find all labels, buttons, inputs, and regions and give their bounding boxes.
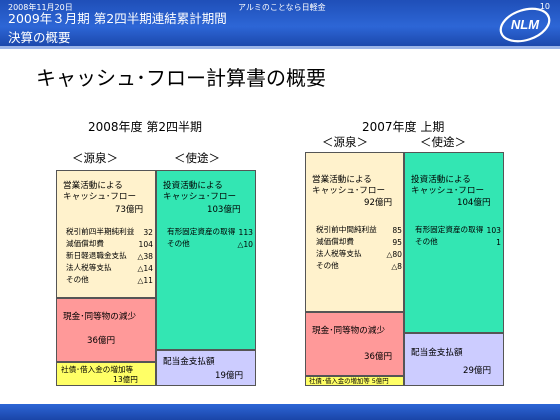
right-operating-label-2: キャッシュ･フロー xyxy=(312,186,386,196)
left-use-header: ＜使途＞ xyxy=(174,151,220,165)
right-investing-cf-block: 投資活動による キャッシュ･フロー 104億円 有形固定資産の取得 103 その… xyxy=(404,152,504,333)
right-op-item-value: 85 xyxy=(392,226,402,235)
left-dividends-block: 配当金支払額 19億円 xyxy=(156,350,256,386)
left-operating-label-2: キャッシュ･フロー xyxy=(63,192,137,202)
left-inv-item-value: △10 xyxy=(237,240,253,249)
left-cash-decrease-amount: 36億円 xyxy=(87,336,116,346)
header-title: 2009年３月期 第2四半期連結累計期間 xyxy=(8,11,227,26)
right-op-item-name: 法人税等支払 xyxy=(316,249,362,258)
left-op-item-value: 32 xyxy=(143,228,153,237)
right-borrowing-block: 社債･借入金の増加等 5億円 xyxy=(305,376,404,386)
right-op-item-value: △8 xyxy=(391,262,402,271)
left-op-item-name: 新日軽退職金支払 xyxy=(66,251,127,260)
left-operating-label-1: 営業活動による xyxy=(63,181,123,191)
left-borrowing-amount: 13億円 xyxy=(113,375,138,384)
right-op-item-value: 95 xyxy=(392,238,402,247)
right-inv-item-value: 1 xyxy=(496,238,501,247)
right-operating-amount: 92億円 xyxy=(364,198,393,208)
header-accent-band xyxy=(0,46,560,49)
left-op-item-name: 減価償却費 xyxy=(66,239,104,248)
left-investing-amount: 103億円 xyxy=(207,205,241,215)
right-dividends-block: 配当金支払額 29億円 xyxy=(404,333,504,386)
right-investing-amount: 104億円 xyxy=(457,198,491,208)
left-op-item-value: 104 xyxy=(138,240,154,249)
left-operating-amount: 73億円 xyxy=(115,205,144,215)
left-op-item-name: 税引前四半期純利益 xyxy=(66,227,135,236)
right-inv-item-name: 有形固定資産の取得 xyxy=(415,225,484,234)
right-inv-item-value: 103 xyxy=(486,226,502,235)
page-number: 10 xyxy=(539,2,550,11)
left-inv-item-value: 113 xyxy=(238,228,254,237)
left-dividends-amount: 19億円 xyxy=(215,371,244,381)
left-cash-decrease-block: 現金･同等物の減少 36億円 xyxy=(56,298,156,362)
left-operating-cf-block: 営業活動による キャッシュ･フロー 73億円 税引前四半期純利益 32 減価償却… xyxy=(56,170,156,298)
left-investing-label-2: キャッシュ･フロー xyxy=(163,192,237,202)
left-dividends-label: 配当金支払額 xyxy=(163,357,215,367)
left-op-item-name: 法人税等支払 xyxy=(66,263,112,272)
right-inv-item-name: その他 xyxy=(415,237,438,246)
left-borrowing-block: 社債･借入金の増加等 13億円 xyxy=(56,362,156,386)
left-source-header: ＜源泉＞ xyxy=(72,151,118,165)
right-dividends-amount: 29億円 xyxy=(463,366,492,376)
slide-footer xyxy=(0,404,560,420)
right-cash-decrease-block: 現金･同等物の減少 36億円 xyxy=(305,312,404,376)
right-investing-label-1: 投資活動による xyxy=(411,175,471,185)
left-cash-decrease-label: 現金･同等物の減少 xyxy=(63,312,137,322)
right-source-header: ＜源泉＞ xyxy=(322,135,368,149)
right-investing-label-2: キャッシュ･フロー xyxy=(411,186,485,196)
company-logo: NLM xyxy=(499,7,551,43)
footer-date: 2008年11月20日 xyxy=(8,3,73,12)
left-inv-item-name: その他 xyxy=(167,239,190,248)
right-period-label: 2007年度 上期 xyxy=(362,120,445,134)
right-borrowing-label: 社債･借入金の増加等 5億円 xyxy=(309,377,389,385)
left-investing-cf-block: 投資活動による キャッシュ･フロー 103億円 有形固定資産の取得 113 その… xyxy=(156,170,256,350)
left-op-item-name: その他 xyxy=(66,275,89,284)
right-op-item-value: △80 xyxy=(386,250,402,259)
right-use-header: ＜使途＞ xyxy=(420,135,466,149)
right-op-item-name: その他 xyxy=(316,261,339,270)
logo-text: NLM xyxy=(511,17,540,32)
right-cash-decrease-label: 現金･同等物の減少 xyxy=(312,326,386,336)
footer-tagline: アルミのことなら日軽金 xyxy=(238,3,326,12)
right-operating-label-1: 営業活動による xyxy=(312,175,372,185)
header-subtitle: 決算の概要 xyxy=(8,30,71,45)
left-op-item-value: △38 xyxy=(137,252,153,261)
left-op-item-value: △11 xyxy=(137,276,153,285)
left-borrowing-label: 社債･借入金の増加等 xyxy=(61,365,134,374)
right-cash-decrease-amount: 36億円 xyxy=(364,352,393,362)
left-op-item-value: △14 xyxy=(137,264,153,273)
left-inv-item-name: 有形固定資産の取得 xyxy=(167,227,236,236)
left-investing-label-1: 投資活動による xyxy=(163,181,223,191)
left-period-label: 2008年度 第2四半期 xyxy=(88,120,202,134)
right-dividends-label: 配当金支払額 xyxy=(411,348,463,358)
right-operating-cf-block: 営業活動による キャッシュ･フロー 92億円 税引前中間純利益 85 減価償却費… xyxy=(305,152,404,312)
right-op-item-name: 減価償却費 xyxy=(316,237,354,246)
right-op-item-name: 税引前中間純利益 xyxy=(316,225,377,234)
slide-header xyxy=(0,0,560,48)
slide-title: キャッシュ･フロー計算書の概要 xyxy=(36,66,326,90)
